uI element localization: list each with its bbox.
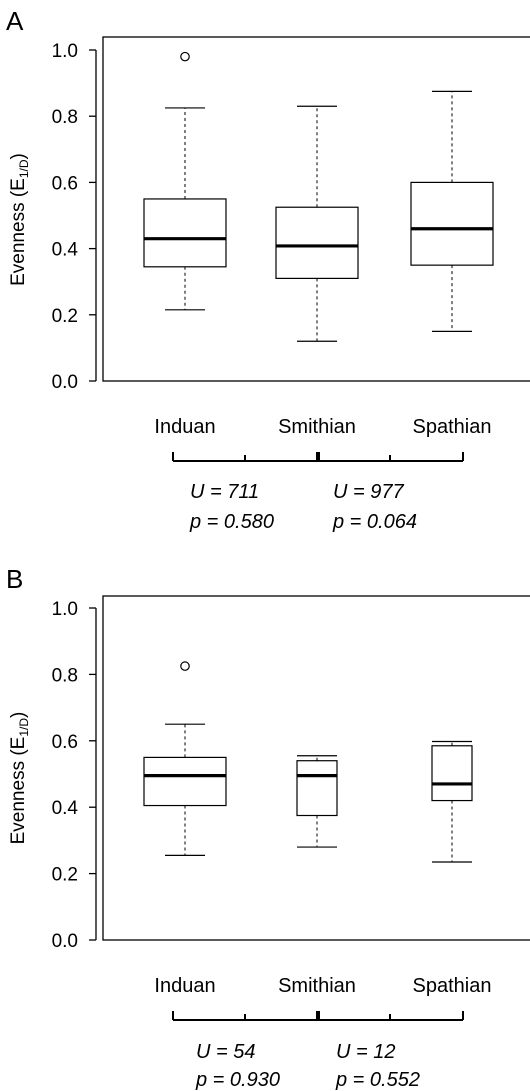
category-label: Smithian <box>278 975 356 997</box>
p-value-label: p = 0.930 <box>195 1069 280 1091</box>
box-smithian <box>296 755 338 848</box>
box-induan <box>143 51 227 311</box>
y-tick-label: 1.0 <box>52 41 78 62</box>
y-tick-label: 0.4 <box>52 240 79 261</box>
box-induan <box>143 661 227 856</box>
panel-letter: A <box>6 6 24 36</box>
box-smithian <box>275 105 359 342</box>
y-tick-label: 0.4 <box>52 798 79 819</box>
outlier-point <box>180 661 190 671</box>
box-iqr <box>410 181 494 266</box>
box-iqr <box>143 198 227 268</box>
category-label: Induan <box>154 416 215 438</box>
outlier-point <box>180 51 190 62</box>
plot-frame <box>102 595 530 941</box>
y-tick-label: 0.0 <box>52 372 78 393</box>
y-tick-label: 0.2 <box>52 306 78 327</box>
box-spathian <box>410 90 494 332</box>
plot-frame <box>102 36 530 382</box>
category-label: Spathian <box>413 416 492 438</box>
box-spathian <box>431 740 473 863</box>
y-tick-label: 0.6 <box>52 732 78 753</box>
u-statistic-label: U = 711 <box>190 481 259 503</box>
panel-a: A 0.0 0.2 0.4 0.6 0.8 1.0 Evenness (E1/D) Induan… <box>6 6 530 533</box>
u-statistic-label: U = 12 <box>336 1041 395 1063</box>
y-tick-label: 0.0 <box>52 931 78 952</box>
category-label: Smithian <box>278 416 356 438</box>
y-tick-label: 0.2 <box>52 865 78 886</box>
p-value-label: p = 0.580 <box>189 511 274 533</box>
u-statistic-label: U = 54 <box>196 1041 255 1063</box>
box-iqr <box>275 206 359 279</box>
y-tick-label: 1.0 <box>52 599 78 620</box>
box-iqr <box>143 756 227 807</box>
y-tick-label: 0.8 <box>52 665 78 686</box>
u-statistic-label: U = 977 <box>333 481 404 503</box>
y-axis-title: Evenness (E1/D) <box>8 153 31 286</box>
category-label: Spathian <box>413 975 492 997</box>
y-axis-title: Evenness (E1/D) <box>8 712 31 845</box>
y-tick-label: 0.8 <box>52 107 78 128</box>
panel-b: B 0.0 0.2 0.4 0.6 0.8 1.0 Evenness (E1/D) Induan… <box>6 564 530 1091</box>
box-iqr <box>431 745 473 802</box>
p-value-label: p = 0.064 <box>332 511 417 533</box>
category-label: Induan <box>154 975 215 997</box>
p-value-label: p = 0.552 <box>335 1069 420 1091</box>
panel-letter: B <box>6 564 23 594</box>
y-tick-label: 0.6 <box>52 173 78 194</box>
box-iqr <box>296 760 338 817</box>
